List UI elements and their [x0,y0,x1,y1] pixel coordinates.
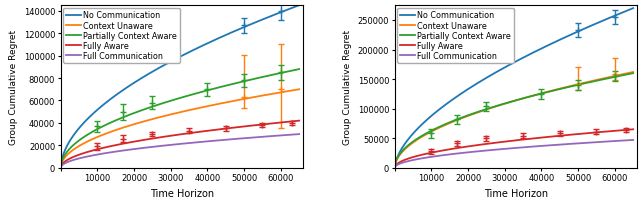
Fully Aware [57,167,65,169]
No Communication [452,96,460,99]
Line: Fully Aware: Fully Aware [61,121,299,168]
No Communication [118,90,126,92]
Context Unaware [391,167,399,169]
Partially Context Aware [216,87,224,89]
Context Unaware [118,127,126,130]
Full Communication [570,143,578,145]
Partially Context Aware [499,103,506,106]
Partially Context Aware [164,101,172,103]
Full Communication [629,139,637,142]
Partially Context Aware [629,73,637,75]
No Communication [433,110,441,113]
Context Unaware [99,134,107,136]
Partially Context Aware [295,69,303,71]
Partially Context Aware [452,119,460,121]
Y-axis label: Group Cumulative Regret: Group Cumulative Regret [9,30,18,144]
Legend: No Communication, Context Unaware, Partially Context Aware, Fully Aware, Full Co: No Communication, Context Unaware, Parti… [397,9,514,64]
Full Communication [452,153,460,155]
Context Unaware [236,99,244,101]
Fully Aware [452,147,460,150]
Line: Partially Context Aware: Partially Context Aware [61,70,299,168]
Full Communication [433,155,441,158]
Fully Aware [531,137,539,140]
Full Communication [550,144,558,146]
Full Communication [499,148,506,151]
No Communication [164,62,172,65]
Line: Context Unaware: Context Unaware [61,90,299,168]
Fully Aware [629,128,637,131]
Line: Fully Aware: Fully Aware [395,130,633,168]
Partially Context Aware [118,117,126,119]
Full Communication [295,133,303,136]
Full Communication [118,150,126,152]
Partially Context Aware [391,167,399,169]
Line: Full Communication: Full Communication [395,140,633,168]
Full Communication [531,145,539,148]
Full Communication [197,141,205,143]
Fully Aware [499,141,506,143]
Line: No Communication: No Communication [61,6,299,168]
Line: Context Unaware: Context Unaware [395,73,633,168]
Full Communication [57,167,65,169]
No Communication [57,167,65,169]
Partially Context Aware [197,91,205,94]
Y-axis label: Group Cumulative Regret: Group Cumulative Regret [343,30,352,144]
Full Communication [164,144,172,147]
No Communication [391,167,399,169]
Fully Aware [99,147,107,149]
X-axis label: Time Horizon: Time Horizon [484,188,548,198]
No Communication [236,28,244,31]
Partially Context Aware [236,82,244,84]
Fully Aware [216,128,224,131]
Full Communication [391,167,399,169]
Line: Full Communication: Full Communication [61,135,299,168]
Fully Aware [164,135,172,138]
X-axis label: Time Horizon: Time Horizon [150,188,214,198]
No Communication [99,104,107,107]
Fully Aware [197,131,205,133]
Full Communication [99,153,107,155]
No Communication [550,42,558,44]
Context Unaware [164,114,172,117]
Fully Aware [295,120,303,122]
Partially Context Aware [550,90,558,92]
No Communication [295,5,303,7]
Context Unaware [197,107,205,109]
Context Unaware [216,103,224,105]
No Communication [197,46,205,48]
Line: Partially Context Aware: Partially Context Aware [395,74,633,168]
Full Communication [236,138,244,140]
Fully Aware [433,151,441,153]
No Communication [499,68,506,70]
Fully Aware [570,133,578,136]
No Communication [531,51,539,54]
Context Unaware [531,94,539,97]
Partially Context Aware [570,85,578,88]
Context Unaware [629,71,637,74]
Context Unaware [57,167,65,169]
No Communication [570,33,578,35]
Context Unaware [295,89,303,91]
Context Unaware [452,120,460,122]
Partially Context Aware [57,167,65,169]
No Communication [629,8,637,10]
Context Unaware [570,84,578,87]
Fully Aware [550,135,558,138]
Partially Context Aware [433,127,441,130]
Full Communication [216,139,224,142]
Context Unaware [550,89,558,92]
Line: No Communication: No Communication [395,9,633,168]
Fully Aware [391,167,399,169]
No Communication [216,37,224,40]
Context Unaware [433,128,441,130]
Legend: No Communication, Context Unaware, Partially Context Aware, Fully Aware, Full Co: No Communication, Context Unaware, Parti… [63,9,180,64]
Partially Context Aware [99,125,107,128]
Fully Aware [236,126,244,129]
Context Unaware [499,104,506,106]
Fully Aware [118,143,126,145]
Partially Context Aware [531,94,539,97]
